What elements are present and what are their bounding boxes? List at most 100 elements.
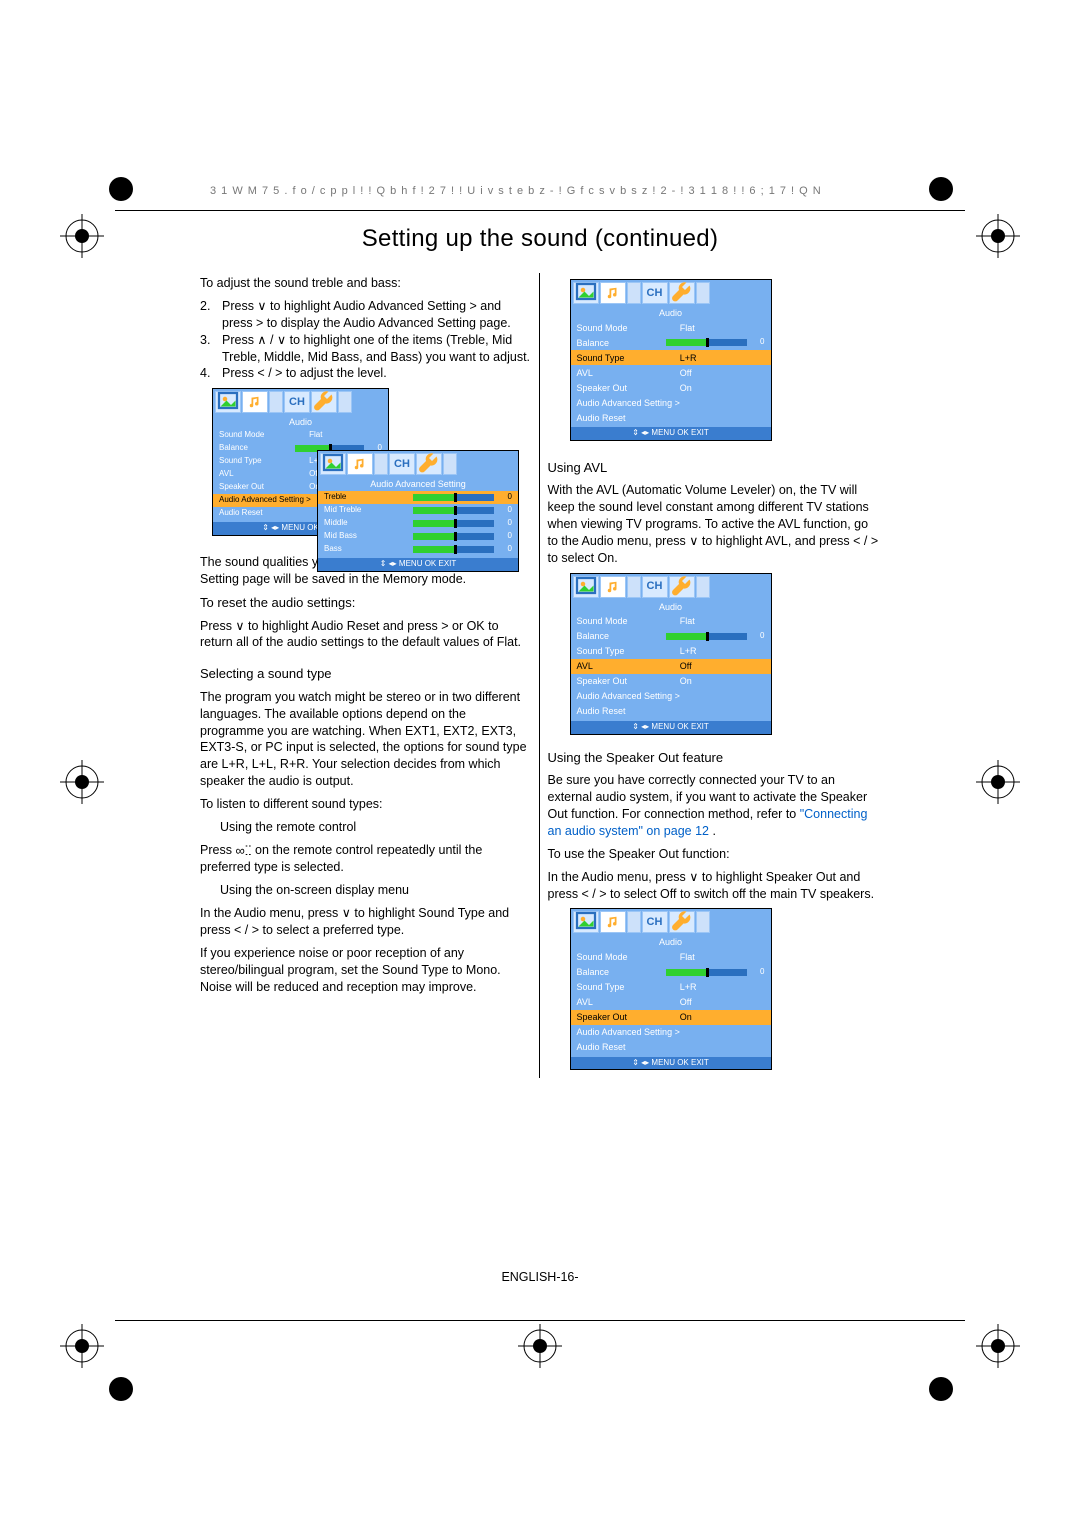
- step-number: 3.: [200, 332, 222, 366]
- reg-mark-top-left: [60, 214, 104, 258]
- slider-bar: [413, 533, 494, 540]
- menu-label: Speaker Out: [577, 1011, 670, 1023]
- reg-mark-bot-left: [60, 1324, 104, 1368]
- crop-line-bottom: [115, 1320, 965, 1321]
- subhead: To reset the audio settings:: [200, 594, 533, 612]
- menu-label: Sound Type: [577, 352, 670, 364]
- menu-value: 0: [498, 531, 512, 542]
- tab-channel-icon: CH: [642, 282, 668, 304]
- menu-value: On: [670, 675, 765, 687]
- menu-value: 0: [498, 544, 512, 555]
- step-text: Press ∨ to highlight Audio Advanced Sett…: [222, 298, 533, 332]
- body-text: Be sure you have correctly connected you…: [548, 772, 881, 840]
- audio-advanced-menu-screenshot: CH Audio Advanced Setting Treble0 Mid Tr…: [317, 450, 519, 572]
- menu-value: On: [670, 382, 765, 394]
- menu-label: Audio Reset: [577, 705, 765, 717]
- menu-label: Balance: [577, 337, 666, 349]
- menu-value: Off: [670, 996, 765, 1008]
- menu-value: Flat: [670, 615, 765, 627]
- menu-label: Balance: [577, 630, 666, 642]
- body-text: Press ∨ to highlight Audio Reset and pre…: [200, 618, 533, 652]
- left-column: To adjust the sound treble and bass: 2.P…: [200, 273, 540, 1078]
- menu-value: 0: [751, 967, 765, 978]
- menu-footer: ⇕ ◂▸ MENU OK EXIT: [571, 721, 771, 734]
- menu-value: L+R: [670, 981, 765, 993]
- reg-mark-mid-right: [976, 760, 1020, 804]
- tab-spacer: [627, 911, 641, 933]
- menu-label: Bass: [324, 544, 413, 555]
- menu-value: 0: [498, 518, 512, 529]
- tab-spacer: [374, 453, 388, 475]
- tab-audio-icon: [600, 576, 626, 598]
- reg-mark-top-right: [976, 214, 1020, 258]
- tab-setup-icon: [669, 576, 695, 598]
- slider-bar: [413, 494, 494, 501]
- intro-text: To adjust the sound treble and bass:: [200, 275, 533, 292]
- slider-bar: [413, 546, 494, 553]
- menu-label: AVL: [219, 469, 299, 480]
- slider-bar: [413, 520, 494, 527]
- menu-label: Sound Mode: [577, 322, 670, 334]
- page-title: Setting up the sound (continued): [200, 225, 880, 253]
- menu-label: AVL: [577, 367, 670, 379]
- tab-spacer: [696, 576, 710, 598]
- menu-label: Treble: [324, 492, 413, 503]
- menu-value: 0: [751, 631, 765, 642]
- menu-value: 0: [751, 337, 765, 348]
- menu-footer: ⇕ ◂▸ MENU OK EXIT: [571, 427, 771, 440]
- menu-label: Middle: [324, 518, 413, 529]
- menu-title: Audio: [571, 600, 771, 614]
- crop-dot-bot-left: [108, 1376, 152, 1420]
- menu-label: Audio Reset: [577, 412, 765, 424]
- tab-setup-icon: [416, 453, 442, 475]
- subhead: Using the Speaker Out feature: [548, 749, 881, 767]
- page-footer: ENGLISH-16-: [501, 1270, 578, 1284]
- slider-bar: [413, 507, 494, 514]
- menu-value: On: [670, 1011, 765, 1023]
- crop-dot-top-left: [108, 176, 152, 220]
- menu-value: Flat: [670, 322, 765, 334]
- balance-bar: [666, 633, 747, 640]
- body-text: With the AVL (Automatic Volume Leveler) …: [548, 482, 881, 566]
- tab-spacer: [696, 282, 710, 304]
- balance-bar: [666, 969, 747, 976]
- tab-channel-icon: CH: [642, 911, 668, 933]
- right-column: CH Audio Sound ModeFlat Balance0 Sound T…: [548, 273, 881, 1078]
- subhead-indent: Using the remote control: [200, 819, 533, 836]
- menu-footer: ⇕ ◂▸ MENU OK EXIT: [571, 1057, 771, 1070]
- menu-label: Sound Mode: [577, 951, 670, 963]
- menu-value: Flat: [670, 951, 765, 963]
- menu-label: AVL: [577, 996, 670, 1008]
- menu-title: Audio: [213, 415, 388, 429]
- menu-label: AVL: [577, 660, 670, 672]
- tab-setup-icon: [311, 391, 337, 413]
- menu-value: 0: [498, 492, 512, 503]
- tab-audio-icon: [347, 453, 373, 475]
- menu-title: Audio: [571, 935, 771, 949]
- crop-dot-bot-right: [928, 1376, 972, 1420]
- menu-footer: ⇕ ◂▸ MENU OK EXIT: [318, 558, 518, 571]
- tab-picture-icon: [215, 391, 241, 413]
- subhead-indent: Using the on-screen display menu: [200, 882, 533, 899]
- menu-value: 0: [498, 505, 512, 516]
- menu-label: Mid Bass: [324, 531, 413, 542]
- reg-mark-bot-center: [518, 1324, 562, 1368]
- step-text: Press < / > to adjust the level.: [222, 365, 533, 382]
- tab-picture-icon: [573, 911, 599, 933]
- reg-mark-mid-left: [60, 760, 104, 804]
- tab-audio-icon: [600, 911, 626, 933]
- body-text: In the Audio menu, press ∨ to highlight …: [200, 905, 533, 939]
- step-number: 2.: [200, 298, 222, 332]
- menu-label: Audio Advanced Setting >: [577, 690, 765, 702]
- body-text: Press ∞ⵆ on the remote control repeatedl…: [200, 842, 533, 876]
- menu-value: L+R: [670, 645, 765, 657]
- body-text: In the Audio menu, press ∨ to highlight …: [548, 869, 881, 903]
- menu-label: Speaker Out: [577, 382, 670, 394]
- menu-value: Flat: [299, 430, 382, 441]
- body-text: The program you watch might be stereo or…: [200, 689, 533, 790]
- tab-channel-icon: CH: [389, 453, 415, 475]
- tab-picture-icon: [573, 282, 599, 304]
- tab-spacer: [269, 391, 283, 413]
- tab-spacer: [338, 391, 352, 413]
- tab-spacer: [627, 576, 641, 598]
